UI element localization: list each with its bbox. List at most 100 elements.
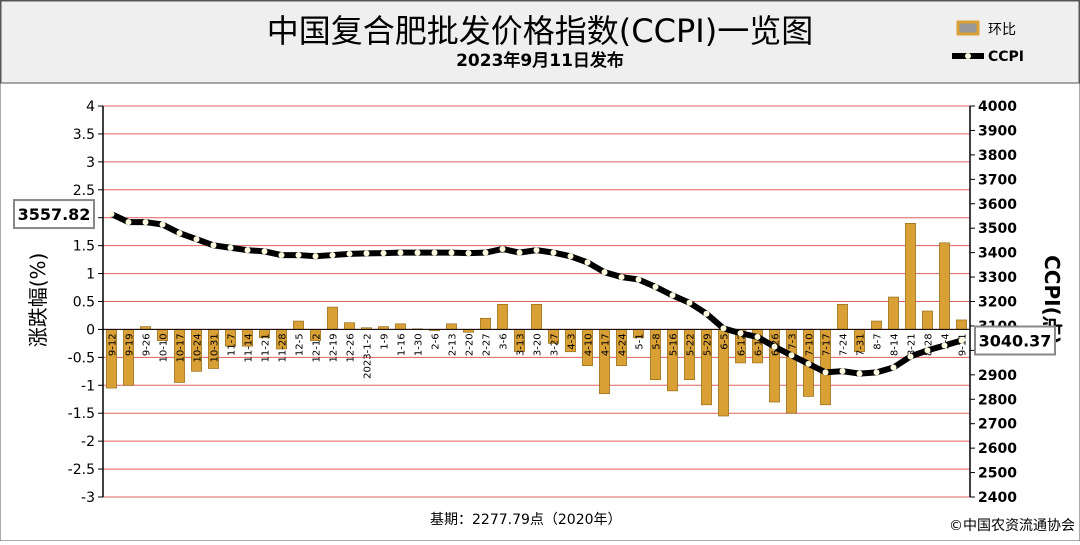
- bar: [837, 303, 848, 330]
- y2-tick-label: 3200: [978, 295, 1017, 311]
- x-tick-label: 11-14: [244, 333, 255, 362]
- x-tick-label: 10-24: [193, 333, 204, 362]
- ccpi-point: [448, 249, 455, 256]
- x-tick-label: 9-12: [108, 333, 119, 356]
- ccpi-point: [737, 330, 744, 337]
- x-tick-label: 4-24: [618, 333, 629, 356]
- ccpi-point: [142, 219, 149, 226]
- bar: [871, 320, 882, 330]
- y2-tick-label: 3600: [978, 197, 1017, 213]
- x-tick-label: 1-16: [397, 333, 408, 356]
- y2-tick-label: 2400: [978, 490, 1017, 506]
- x-tick-label: 5-1: [635, 333, 646, 349]
- ccpi-point: [380, 250, 387, 257]
- x-tick-label: 4-3: [567, 333, 578, 349]
- ccpi-point: [499, 245, 506, 252]
- y-tick-label: 0.5: [73, 295, 95, 311]
- y-tick-label: 3: [86, 155, 95, 171]
- x-tick-label: 6-19: [754, 333, 765, 356]
- ccpi-point: [924, 347, 931, 354]
- y-tick-label: 3.5: [73, 127, 95, 143]
- y-tick-label: -2: [81, 434, 95, 450]
- ccpi-point: [159, 221, 166, 228]
- y2-tick-label: 3800: [978, 148, 1017, 164]
- ccpi-point: [822, 369, 829, 376]
- legend-label: CCPI: [988, 49, 1024, 65]
- ccpi-point: [618, 274, 625, 281]
- ccpi-point: [805, 360, 812, 367]
- bar: [446, 323, 457, 330]
- x-tick-label: 8-21: [907, 333, 918, 356]
- ccpi-point: [108, 211, 115, 218]
- ccpi-point: [244, 247, 251, 254]
- x-tick-label: 9-19: [125, 333, 136, 356]
- x-tick-label: 5-29: [703, 333, 714, 356]
- ccpi-point: [567, 253, 574, 260]
- x-tick-label: 3-13: [516, 333, 527, 356]
- ccpi-point: [686, 299, 693, 306]
- x-tick-label: 10-31: [210, 333, 221, 362]
- ccpi-point: [601, 269, 608, 276]
- y2-tick-label: 3700: [978, 172, 1017, 188]
- y-tick-label: -3: [81, 490, 95, 506]
- x-tick-label: 6-5: [720, 333, 731, 349]
- ccpi-point: [312, 253, 319, 260]
- value-label-box: [974, 325, 1056, 356]
- ccpi-point: [210, 242, 217, 249]
- x-tick-label: 5-16: [669, 333, 680, 356]
- bar: [922, 310, 933, 330]
- ccpi-point: [431, 249, 438, 256]
- value-label: 3557.82: [18, 205, 91, 224]
- ccpi-point: [669, 292, 676, 299]
- x-tick-label: 12-19: [329, 333, 340, 362]
- ccpi-point: [550, 249, 557, 256]
- legend-point: [965, 53, 971, 59]
- x-tick-label: 7-24: [839, 333, 850, 356]
- ccpi-point: [465, 250, 472, 257]
- x-tick-label: 4-10: [584, 333, 595, 356]
- value-label: 3040.37: [979, 332, 1052, 351]
- bar: [480, 317, 491, 330]
- x-tick-label: 10-17: [176, 333, 187, 362]
- x-tick-label: 12-12: [312, 333, 323, 362]
- x-tick-label: 12-5: [295, 333, 306, 356]
- ccpi-point: [856, 370, 863, 377]
- x-tick-label: 2-20: [465, 333, 476, 356]
- bar: [888, 296, 899, 330]
- ccpi-point: [958, 337, 965, 344]
- ccpi-point: [635, 276, 642, 283]
- ccpi-point: [720, 325, 727, 332]
- ccpi-point: [516, 249, 523, 256]
- x-tick-label: 5-8: [652, 333, 663, 349]
- ccpi-point: [873, 369, 880, 376]
- ccpi-point: [890, 364, 897, 371]
- y-axis-label: 涨跌幅(%): [26, 253, 50, 348]
- bar: [344, 322, 355, 330]
- y2-tick-label: 3300: [978, 270, 1017, 286]
- x-tick-label: 4-17: [601, 333, 612, 356]
- ccpi-point: [363, 250, 370, 257]
- x-tick-label: 2-13: [448, 333, 459, 356]
- ccpi-point: [907, 353, 914, 360]
- ccpi-point: [533, 247, 540, 254]
- subtitle: 2023年9月11日发布: [456, 50, 624, 71]
- ccpi-point: [754, 333, 761, 340]
- y2-tick-label: 4000: [978, 99, 1017, 115]
- x-tick-label: 3-20: [533, 333, 544, 356]
- ccpi-point: [329, 252, 336, 259]
- x-tick-label: 7-3: [788, 333, 799, 349]
- y-tick-label: 1: [86, 267, 95, 283]
- bar: [497, 303, 508, 330]
- x-tick-label: 7-31: [856, 333, 867, 356]
- x-tick-label: 5-22: [686, 333, 697, 356]
- ccpi-point: [482, 249, 489, 256]
- ccpi-point: [176, 230, 183, 237]
- value-label-box: [13, 199, 95, 230]
- ccpi-point: [703, 310, 710, 317]
- x-tick-label: 9-11: [958, 333, 969, 356]
- x-tick-label: 10-10: [159, 333, 170, 362]
- y2-tick-label: 3500: [978, 221, 1017, 237]
- y-tick-label: -0.5: [68, 350, 95, 366]
- ccpi-point: [227, 244, 234, 251]
